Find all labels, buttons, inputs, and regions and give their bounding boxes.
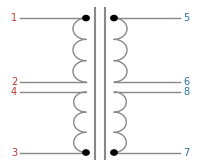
Text: 1: 1: [11, 13, 17, 23]
Circle shape: [111, 150, 117, 155]
Text: 7: 7: [183, 148, 189, 157]
Circle shape: [83, 150, 89, 155]
Text: 2: 2: [11, 77, 17, 87]
Text: 4: 4: [11, 87, 17, 97]
Text: 6: 6: [183, 77, 189, 87]
Text: 8: 8: [183, 87, 189, 97]
Circle shape: [111, 15, 117, 21]
Text: 5: 5: [183, 13, 189, 23]
Text: 3: 3: [11, 148, 17, 157]
Circle shape: [83, 15, 89, 21]
